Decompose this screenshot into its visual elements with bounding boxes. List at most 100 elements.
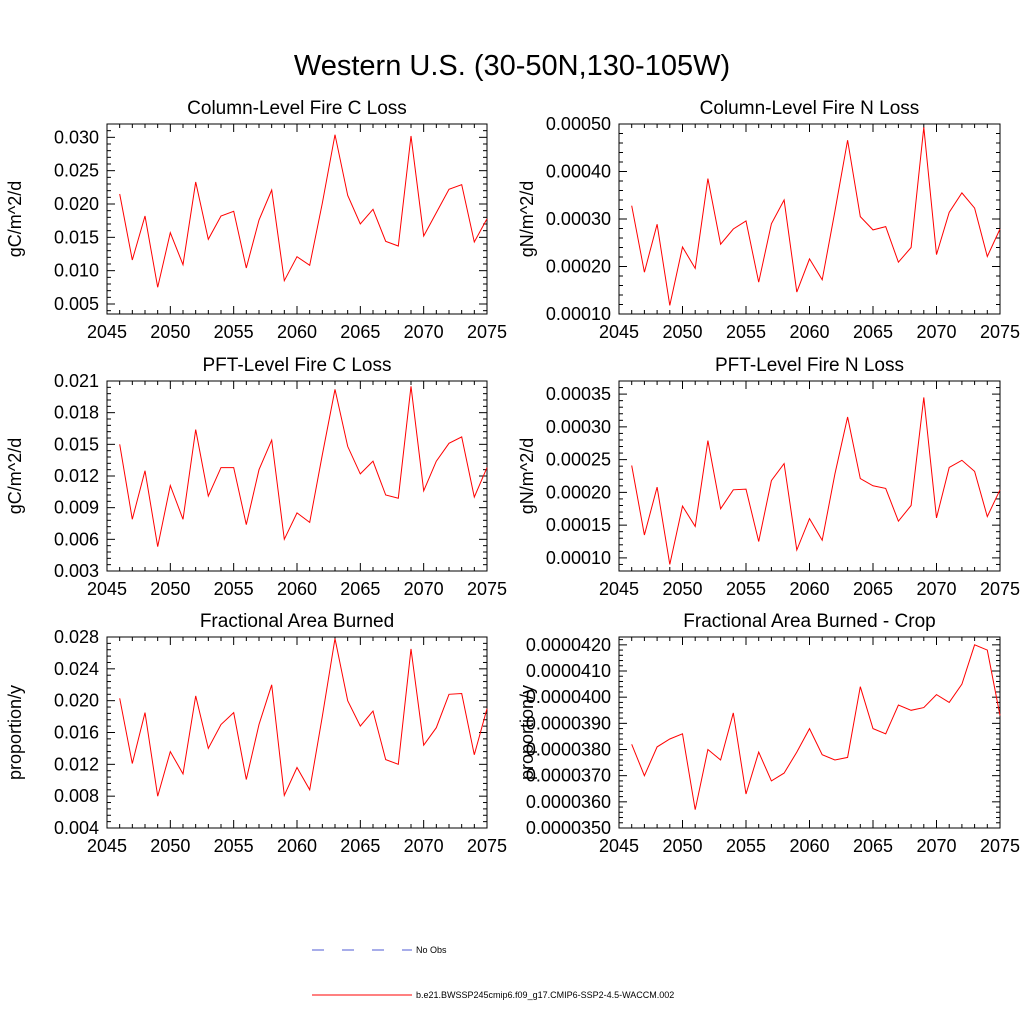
plot-frame [106,123,488,315]
x-tick-label: 2065 [853,836,893,856]
y-tick-label: 0.0000370 [526,766,611,786]
x-tick-label: 2050 [662,322,702,342]
y-tick-label: 0.0000390 [526,713,611,733]
x-tick-label: 2075 [467,836,507,856]
y-axis-label: proportion/y [5,685,25,780]
panel-5: Fractional Area Burned proportion/y 2045 20… [5,611,507,856]
y-tick-label: 0.004 [54,818,99,838]
x-tick-label: 2050 [662,579,702,599]
series-line [119,638,488,798]
x-tick-label: 2070 [404,836,444,856]
panel-4: PFT-Level Fire N Loss gN/m^2/d 2045 2050 205… [517,355,1020,599]
panel-1: Column-Level Fire C Loss gC/m^2/d 2045 2050… [5,98,507,342]
panel-title: PFT-Level Fire C Loss [203,355,392,376]
x-tick-label: 2045 [599,579,639,599]
y-tick-label: 0.024 [54,659,99,679]
y-tick-label: 0.015 [54,227,99,247]
y-tick-label: 0.025 [54,161,99,181]
y-tick-label: 0.0000380 [526,740,611,760]
x-tick-label: 2065 [340,836,380,856]
series-line [631,127,1001,306]
y-tick-label: 0.016 [54,723,99,743]
x-tick-label: 2060 [789,836,829,856]
y-tick-label: 0.00020 [546,482,611,502]
y-tick-label: 0.0000400 [526,687,611,707]
y-tick-label: 0.006 [54,529,99,549]
x-tick-label: 2075 [980,579,1020,599]
y-tick-label: 0.00015 [546,515,611,535]
x-tick-label: 2060 [789,322,829,342]
plot-frame [618,380,1001,572]
y-tick-label: 0.00025 [546,450,611,470]
y-tick-label: 0.018 [54,403,99,423]
y-tick-label: 0.00010 [546,304,611,324]
x-tick-label: 2070 [404,579,444,599]
panel-title: Fractional Area Burned - Crop [683,611,935,632]
x-tick-label: 2065 [340,579,380,599]
x-tick-label: 2055 [214,579,254,599]
x-tick-label: 2050 [150,322,190,342]
y-tick-label: 0.015 [54,434,99,454]
x-tick-label: 2045 [599,836,639,856]
y-tick-label: 0.012 [54,754,99,774]
y-tick-label: 0.012 [54,466,99,486]
panel-title: Column-Level Fire N Loss [700,98,920,119]
x-tick-label: 2055 [726,322,766,342]
x-tick-label: 2050 [662,836,702,856]
y-axis-label: gN/m^2/d [517,438,537,514]
x-tick-label: 2060 [789,579,829,599]
x-tick-label: 2075 [980,836,1020,856]
y-tick-label: 0.0000360 [526,792,611,812]
y-tick-label: 0.009 [54,498,99,518]
y-tick-label: 0.005 [54,294,99,314]
y-axis-label: proportion/y [517,685,537,780]
x-tick-label: 2055 [214,836,254,856]
x-tick-label: 2055 [214,322,254,342]
x-tick-label: 2060 [277,836,317,856]
panel-title: Column-Level Fire C Loss [187,98,407,119]
legend-obs-label: No Obs [416,945,447,955]
series-line [631,644,1001,810]
x-tick-label: 2075 [467,579,507,599]
y-axis-label: gC/m^2/d [5,181,25,257]
x-tick-label: 2050 [150,579,190,599]
y-tick-label: 0.021 [54,371,99,391]
x-tick-label: 2060 [277,322,317,342]
series-line [119,386,488,547]
plot-frame [618,636,1001,829]
panel-title: Fractional Area Burned [200,611,394,632]
y-tick-label: 0.00050 [546,114,611,134]
x-tick-label: 2065 [853,579,893,599]
y-tick-label: 0.00040 [546,162,611,182]
x-tick-label: 2045 [87,322,127,342]
x-tick-label: 2070 [404,322,444,342]
x-tick-label: 2060 [277,579,317,599]
plot-frame [618,123,1001,315]
panel-6: Fractional Area Burned - Crop proportion/… [517,611,1020,856]
series-line [119,134,488,288]
y-axis-label: gN/m^2/d [517,181,537,257]
x-tick-label: 2070 [916,322,956,342]
x-tick-label: 2070 [916,579,956,599]
y-tick-label: 0.00020 [546,257,611,277]
panel-title: PFT-Level Fire N Loss [715,355,904,376]
x-tick-label: 2055 [726,836,766,856]
series-line [631,397,1001,565]
y-tick-label: 0.008 [54,786,99,806]
x-tick-label: 2045 [87,836,127,856]
x-tick-label: 2050 [150,836,190,856]
legend-model-label: b.e21.BWSSP245cmip6.f09_g17.CMIP6-SSP2-4… [416,990,674,1000]
x-tick-label: 2045 [87,579,127,599]
plot-frame [106,636,488,829]
x-tick-label: 2070 [916,836,956,856]
y-tick-label: 0.028 [54,627,99,647]
x-tick-label: 2045 [599,322,639,342]
x-tick-label: 2055 [726,579,766,599]
y-tick-label: 0.00035 [546,384,611,404]
y-tick-label: 0.030 [54,127,99,147]
x-tick-label: 2065 [853,322,893,342]
legend: No Obs b.e21.BWSSP245cmip6.f09_g17.CMIP6… [312,945,674,1000]
panel-3: PFT-Level Fire C Loss gC/m^2/d 2045 2050 205… [5,355,507,599]
y-tick-label: 0.0000410 [526,661,611,681]
